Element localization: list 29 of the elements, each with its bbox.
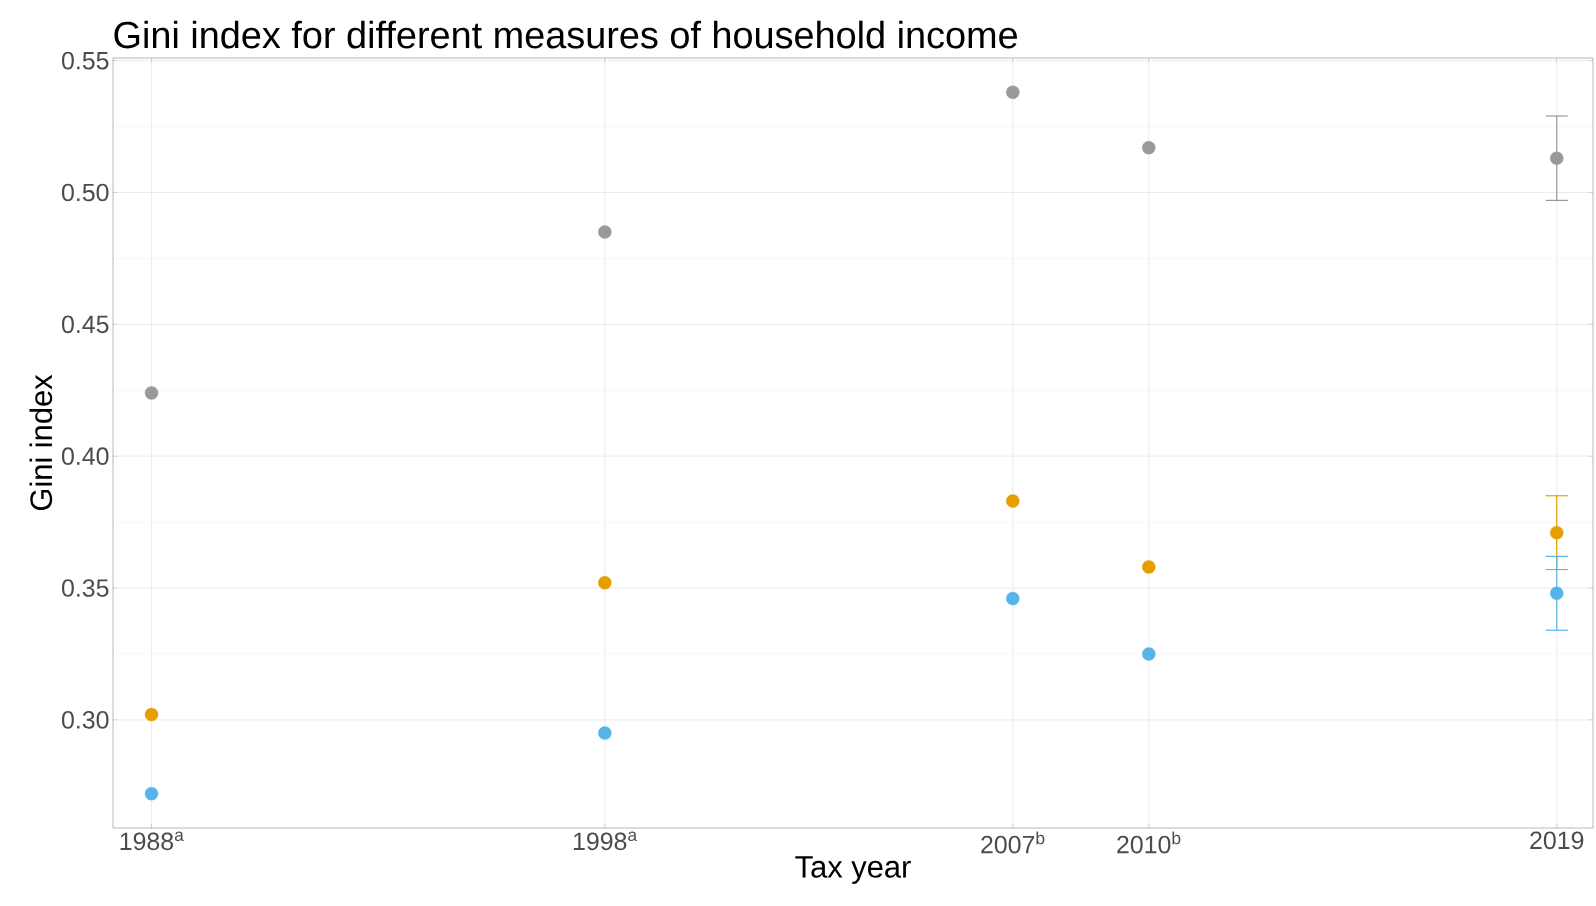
y-tick-label: 0.55 [61,51,109,70]
point [1006,591,1020,606]
chart-title: Gini index for different measures of household income [114,20,1017,49]
point [1006,85,1020,99]
point [598,576,612,590]
y-tick-label: 0.40 [61,447,109,465]
point [598,726,612,740]
point [1550,586,1564,600]
point [1142,140,1156,155]
x-tick-label: 1998$^{a}$ [573,831,638,851]
y-tick-label: 0.30 [61,711,109,729]
point [1142,560,1156,574]
point [144,707,159,722]
x-tick-label: 1988$^{a}$ [120,831,184,851]
y-tick-label: 0.35 [61,579,109,597]
point [1142,647,1156,661]
y-axis-title: Gini index [29,374,53,511]
x-axis-title: Tax year [795,856,911,884]
x-tick-label: 2019 [1530,831,1584,850]
point [144,787,159,801]
point [598,225,612,239]
y-tick-label: 0.50 [61,183,109,202]
point [1550,151,1564,165]
point [1550,525,1564,540]
point [1006,494,1020,508]
point [144,386,159,400]
x-tick-label: 2010$^{b}$ [1117,831,1181,854]
y-tick-label: 0.45 [61,315,109,334]
x-tick-label: 2007$^{b}$ [981,831,1045,854]
